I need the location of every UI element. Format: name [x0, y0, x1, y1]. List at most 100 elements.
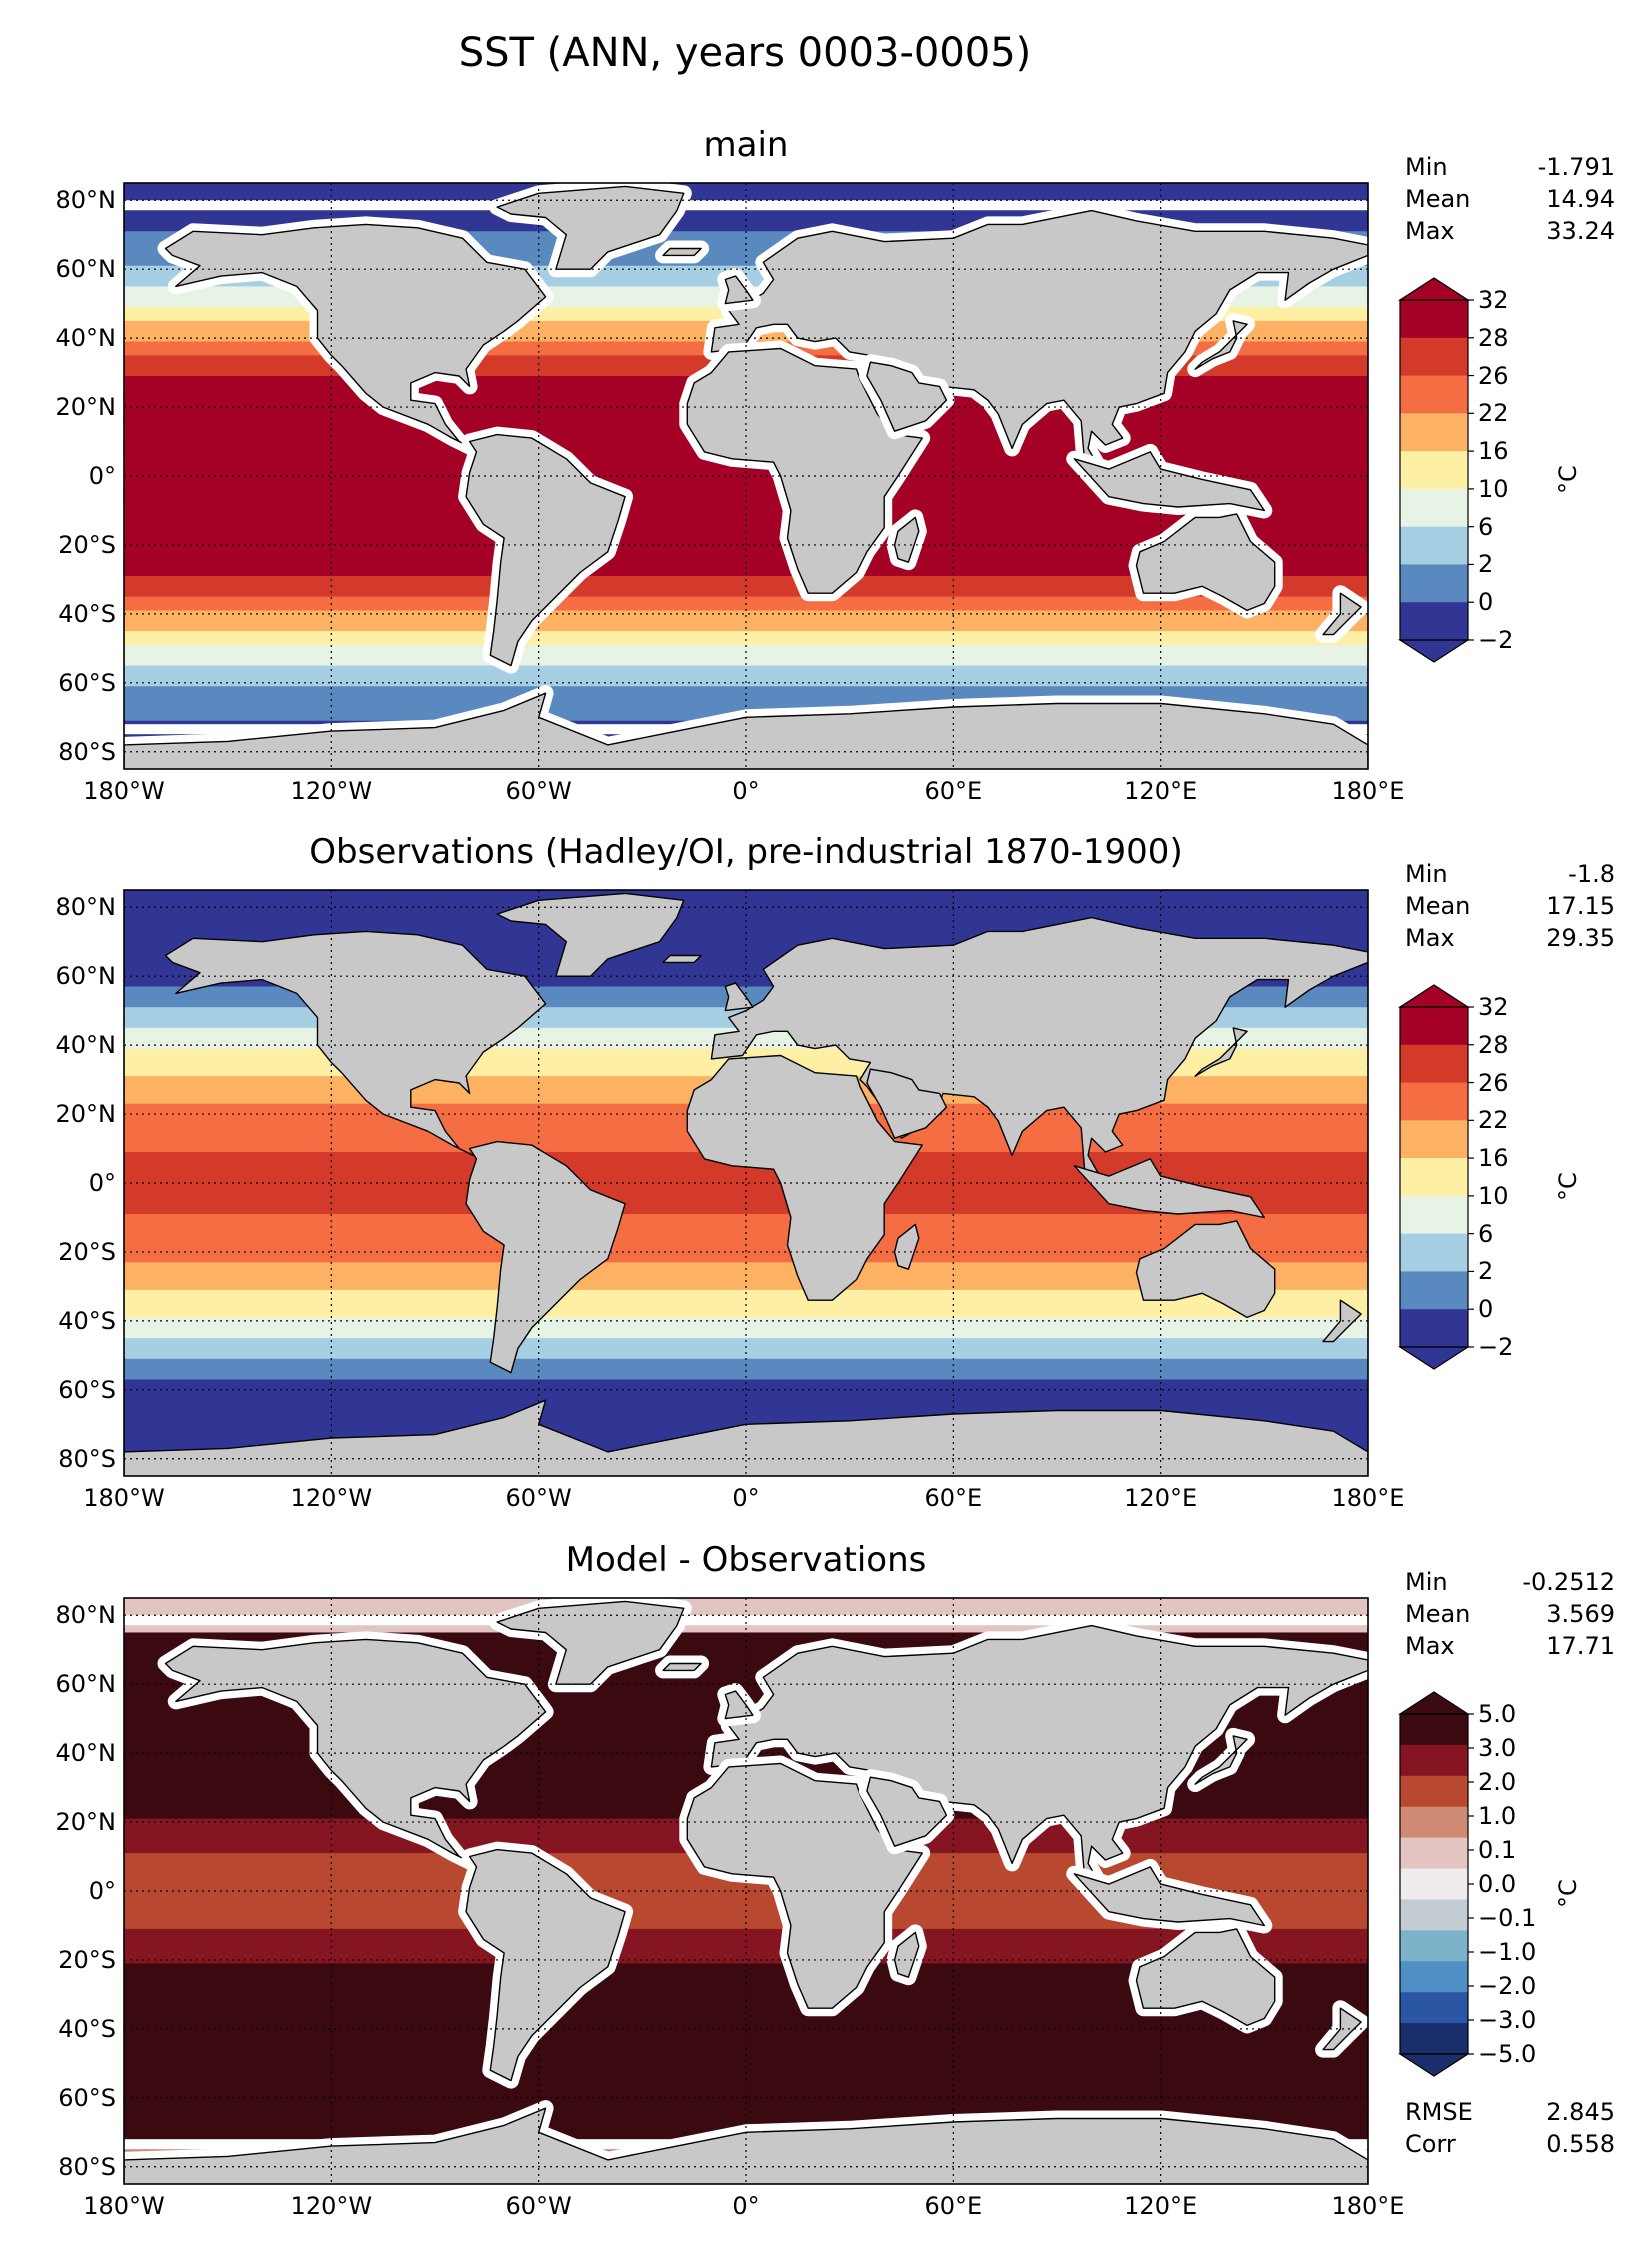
- colorbar-swatch: [1400, 1837, 1468, 1870]
- sst-band: [124, 507, 1368, 515]
- panel-title-obs: Observations (Hadley/OI, pre-industrial …: [309, 832, 1183, 872]
- sst-band: [124, 644, 1368, 653]
- colorbar-tick-label: 0.1: [1478, 1836, 1517, 1864]
- land-uk: [724, 1690, 754, 1720]
- colorbar-swatch: [1400, 1007, 1468, 1046]
- colorbar-tick-label: 0: [1478, 588, 1494, 617]
- lat-tick-label: 40°N: [55, 1739, 117, 1768]
- land-greenland: [496, 1600, 685, 1685]
- colorbar-swatch: [1400, 1992, 1468, 2024]
- stat-value: 14.94: [1546, 185, 1615, 213]
- land-south-america: [465, 1848, 626, 2082]
- stat-label: Min: [1405, 1568, 1448, 1596]
- sst-band: [124, 1351, 1368, 1360]
- colorbar-extend-max: [1397, 1691, 1471, 1715]
- sst-band: [124, 2018, 1368, 2027]
- sst-band: [124, 1687, 1368, 1696]
- colorbar-swatch: [1400, 1868, 1468, 1900]
- stat-label: Corr: [1405, 2130, 1456, 2158]
- lon-tick-label: 180°E: [1331, 2192, 1405, 2220]
- sst-band: [124, 1276, 1368, 1284]
- colorbar-tick-label: 1.0: [1478, 1802, 1517, 1830]
- colorbar-tick-label: 32: [1478, 993, 1509, 1021]
- sst-band: [124, 890, 1368, 898]
- lon-tick-label: 180°E: [1331, 1484, 1405, 1512]
- colorbar-tick-label: 28: [1478, 1030, 1509, 1059]
- lon-tick-label: 180°W: [83, 1484, 165, 1512]
- land-greenland: [496, 185, 685, 270]
- lon-tick-label: 0°: [732, 1484, 760, 1512]
- lat-tick-label: 0°: [88, 462, 116, 490]
- land-indonesia: [1073, 1866, 1266, 1927]
- land-iceland: [662, 247, 702, 257]
- land-north-america: [164, 1638, 547, 1865]
- colorbar-tick-label: 6: [1478, 1219, 1494, 1248]
- colorbar-tick-label: 26: [1478, 1068, 1509, 1097]
- colorbar-diff: [1397, 1691, 1474, 2077]
- sst-band: [124, 986, 1368, 995]
- sst-band: [124, 658, 1368, 667]
- colorbar-swatch: [1400, 375, 1468, 414]
- sst-band: [124, 1963, 1368, 1971]
- panel-title-main: main: [703, 125, 789, 165]
- stat-min: Min -1.8: [1405, 858, 1615, 890]
- sst-band: [124, 1915, 1368, 1923]
- sst-band: [124, 1262, 1368, 1270]
- lat-tick-label: 80°S: [58, 1444, 116, 1473]
- lon-tick-label: 60°W: [505, 1484, 572, 1512]
- stat-value: 29.35: [1546, 924, 1615, 952]
- colorbar-tick-label: 0: [1478, 1295, 1494, 1324]
- map-frame: [123, 182, 1369, 770]
- colorbar-tick-label: 10: [1478, 1181, 1509, 1210]
- colorbar-swatch: [1400, 337, 1468, 377]
- stat-label: Min: [1405, 860, 1448, 888]
- stat-label: RMSE: [1405, 2098, 1473, 2126]
- lon-tick-label: 180°W: [83, 2192, 165, 2220]
- lat-tick-label: 60°S: [58, 2083, 116, 2112]
- sst-band: [124, 1632, 1368, 1640]
- sst-band: [124, 238, 1368, 246]
- lat-tick-label: 60°S: [58, 668, 116, 697]
- sst-band: [124, 1358, 1368, 1367]
- lon-tick-label: 180°E: [1331, 777, 1405, 805]
- stat-label: Mean: [1405, 185, 1471, 213]
- land-australia: [1135, 1220, 1276, 1319]
- land-madagascar: [893, 1931, 920, 1978]
- colorbar-swatch: [1400, 1775, 1468, 1808]
- sst-band: [124, 231, 1368, 239]
- colorbar-frame: [1399, 1006, 1469, 1348]
- error-stats-diff: RMSE 2.845 Corr 0.558: [1405, 2096, 1615, 2160]
- colorbar-tick-label: 22: [1478, 399, 1509, 428]
- sst-band: [124, 679, 1368, 687]
- colorbar-tick-label: 0.0: [1478, 1870, 1517, 1898]
- sst-band: [124, 1393, 1368, 1401]
- colorbar-extend-min: [1397, 1346, 1471, 1370]
- ice-edge-north: [124, 200, 1368, 211]
- land-australia: [1135, 1928, 1276, 2027]
- stat-mean: Mean 3.569: [1405, 1598, 1615, 1630]
- ocean-field-main: [124, 183, 1368, 769]
- ocean-field-obs: [124, 890, 1368, 1476]
- colorbar-tick-label: 2: [1478, 1257, 1494, 1286]
- sst-band: [124, 896, 1368, 905]
- colorbar-tick-label: 5.0: [1478, 1700, 1517, 1728]
- colorbar-swatch: [1400, 1806, 1468, 1839]
- land-africa: [686, 1762, 923, 2009]
- sst-band: [124, 1255, 1368, 1263]
- land-uk: [724, 275, 754, 305]
- colorbar-swatch: [1400, 526, 1468, 565]
- sst-band: [124, 245, 1368, 253]
- lat-tick-label: 40°S: [58, 2014, 116, 2043]
- stat-value: -0.2512: [1522, 1568, 1615, 1596]
- lat-tick-label: 60°S: [58, 1375, 116, 1404]
- sst-band: [124, 569, 1368, 577]
- lon-tick-label: 120°W: [290, 1484, 373, 1512]
- sst-band: [124, 183, 1368, 191]
- sst-band: [124, 952, 1368, 960]
- sst-band: [124, 1413, 1368, 1422]
- colorbar-tick-label: 3.0: [1478, 1734, 1517, 1762]
- sst-band: [124, 1317, 1368, 1325]
- stat-label: Max: [1405, 924, 1455, 952]
- lon-tick-label: 60°W: [505, 777, 572, 805]
- map-diff: [123, 1597, 1369, 2185]
